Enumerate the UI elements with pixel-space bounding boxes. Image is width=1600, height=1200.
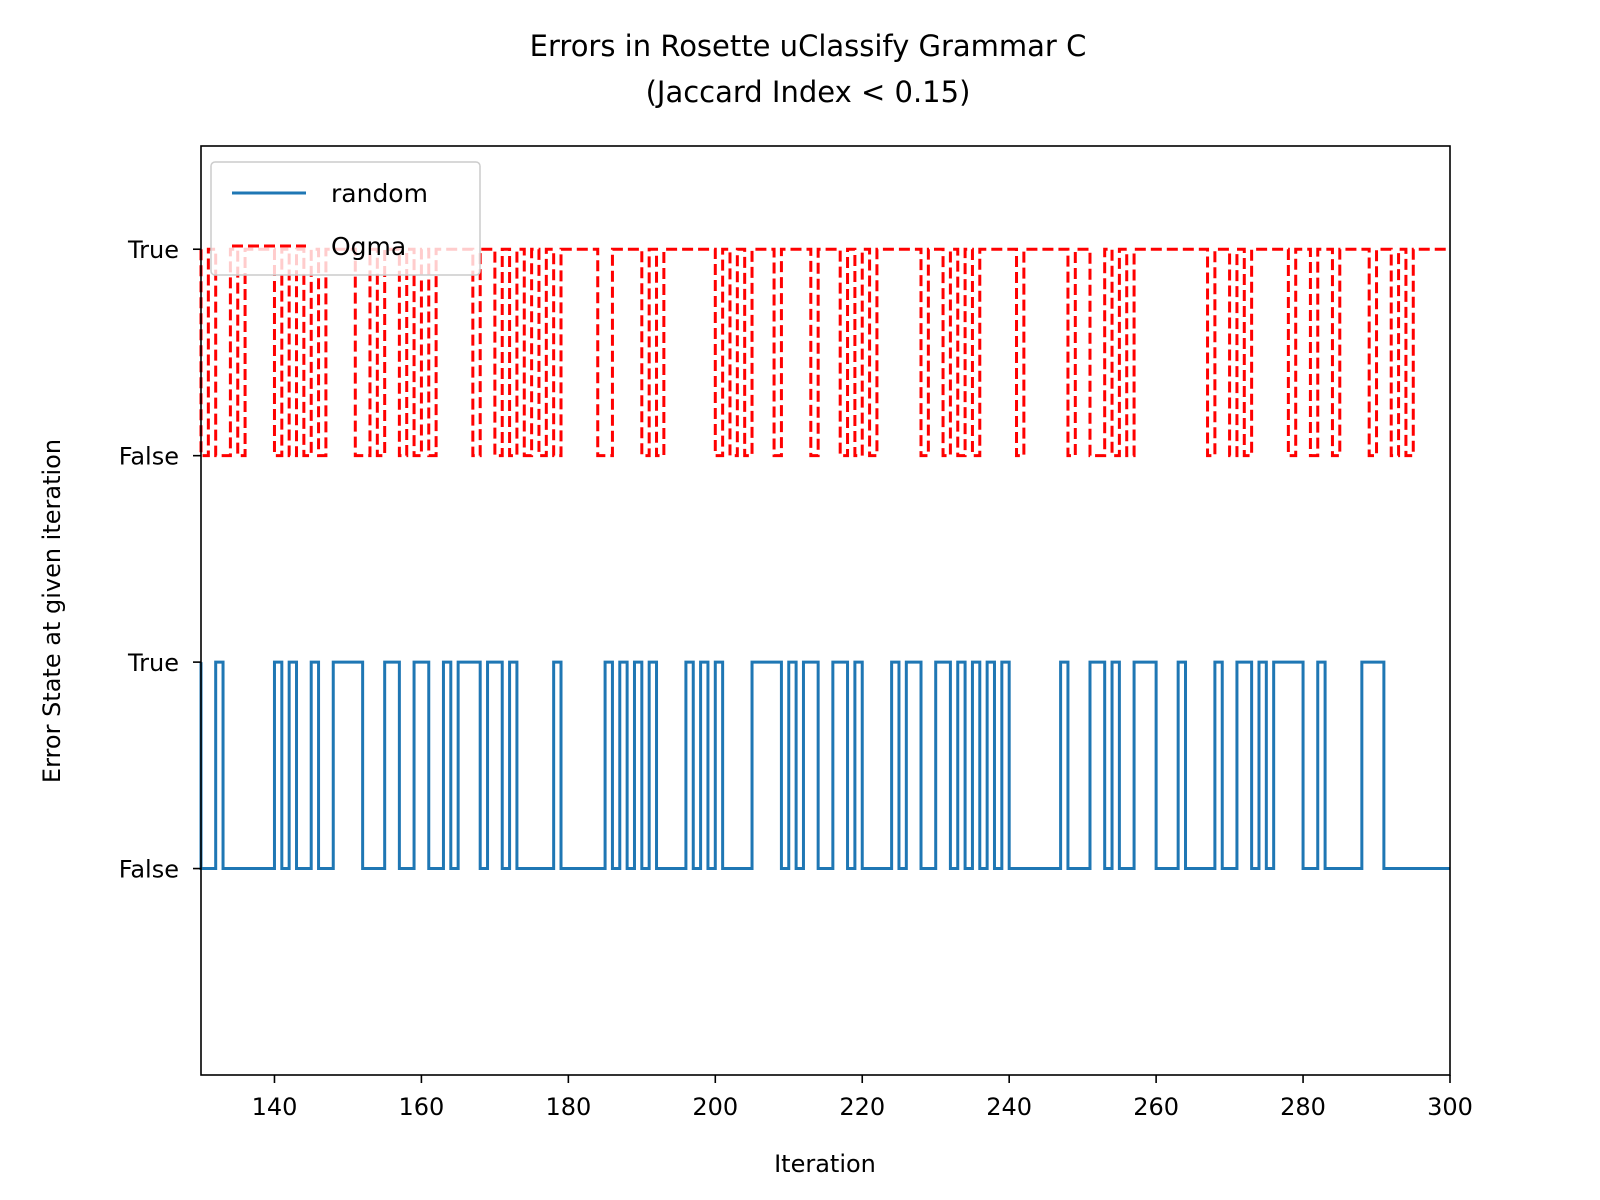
y-axis-ticks: False True False True bbox=[119, 236, 201, 884]
legend: random Ogma bbox=[210, 161, 481, 276]
y-tick-label: False bbox=[119, 856, 179, 884]
chart-title: Errors in Rosette uClassify Grammar C bbox=[530, 29, 1087, 63]
x-tick-label: 280 bbox=[1280, 1093, 1326, 1121]
x-axis-ticks: 140 160 180 200 220 240 260 280 300 bbox=[252, 1075, 1473, 1121]
x-tick-label: 160 bbox=[399, 1093, 445, 1121]
legend-box bbox=[210, 161, 481, 276]
x-tick-label: 200 bbox=[692, 1093, 738, 1121]
y-tick-label: False bbox=[119, 443, 179, 471]
x-tick-label: 180 bbox=[545, 1093, 591, 1121]
y-tick-label: True bbox=[127, 236, 179, 264]
x-axis-label: Iteration bbox=[774, 1150, 876, 1178]
y-tick-label: True bbox=[127, 649, 179, 677]
x-tick-label: 300 bbox=[1427, 1093, 1473, 1121]
x-tick-label: 260 bbox=[1133, 1093, 1179, 1121]
x-tick-label: 220 bbox=[839, 1093, 885, 1121]
legend-label-ogma: Ogma bbox=[331, 232, 406, 261]
y-axis-label: Error State at given iteration bbox=[38, 439, 66, 783]
chart-subtitle: (Jaccard Index < 0.15) bbox=[646, 75, 971, 109]
legend-label-random: random bbox=[331, 179, 428, 208]
plot-frame bbox=[200, 145, 1451, 1076]
x-tick-label: 240 bbox=[986, 1093, 1032, 1121]
series-line-random bbox=[199, 660, 1450, 871]
x-tick-label: 140 bbox=[252, 1093, 298, 1121]
